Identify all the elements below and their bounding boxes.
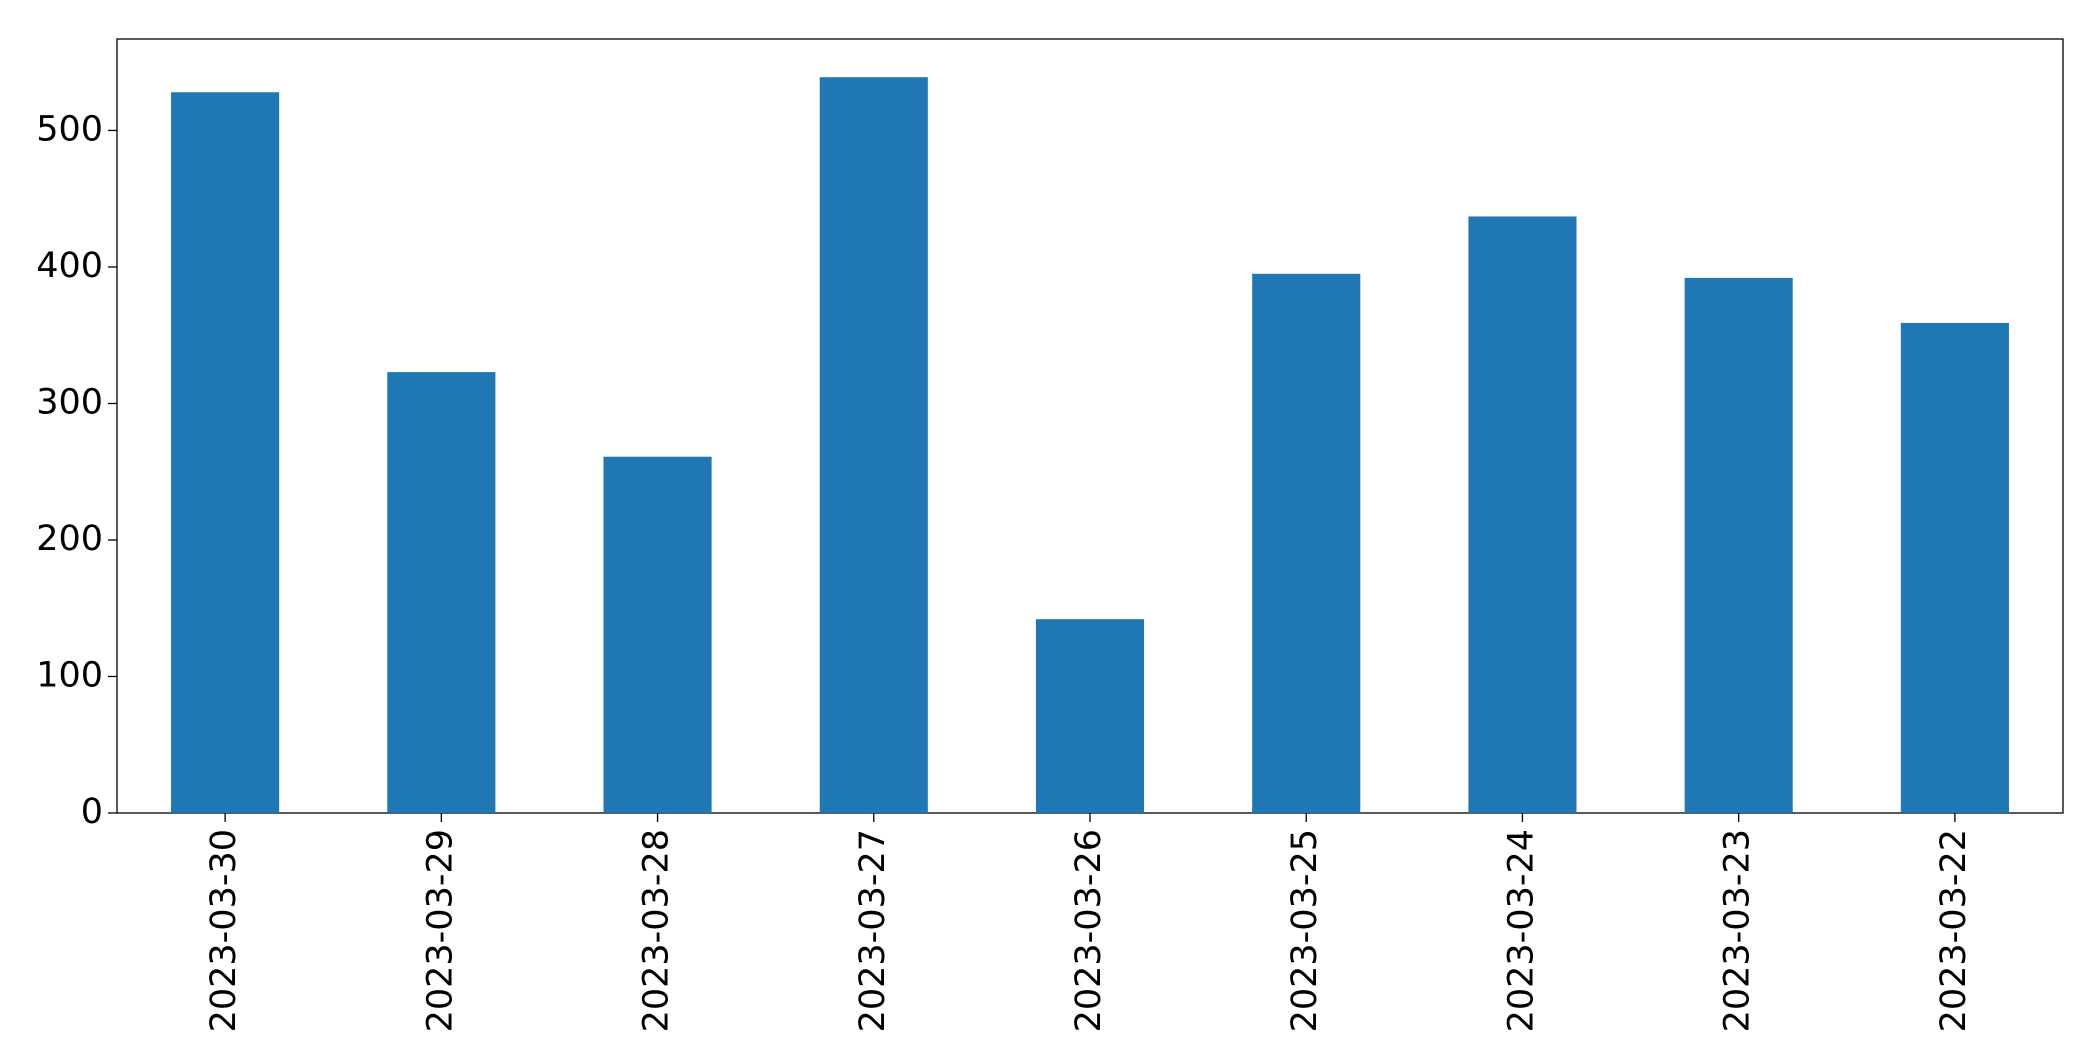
x-tick-label: 2023-03-26 [1069, 829, 1109, 1032]
y-tick-label: 400 [36, 246, 103, 286]
bar [1252, 273, 1361, 813]
x-tick-label: 2023-03-30 [204, 829, 244, 1032]
bar [603, 456, 712, 813]
x-tick-label: 2023-03-27 [853, 829, 893, 1032]
y-tick-label: 500 [36, 109, 103, 149]
x-tick-label: 2023-03-24 [1501, 829, 1541, 1032]
y-tick-label: 200 [36, 519, 103, 559]
bar [1684, 277, 1793, 813]
bar [1035, 619, 1145, 813]
x-tick-label: 2023-03-23 [1718, 829, 1758, 1032]
x-tick-label: 2023-03-25 [1285, 829, 1325, 1032]
x-tick-label: 2023-03-22 [1934, 829, 1974, 1032]
x-tick-label: 2023-03-28 [637, 829, 677, 1032]
y-tick-label: 0 [81, 792, 103, 832]
bar [1468, 216, 1577, 813]
x-tick-label: 2023-03-29 [420, 829, 460, 1032]
y-tick-label: 300 [36, 382, 103, 422]
bar [819, 77, 928, 813]
bar [171, 92, 280, 813]
y-tick-label: 100 [36, 655, 103, 695]
bar [387, 372, 496, 813]
bar [1900, 322, 2009, 813]
